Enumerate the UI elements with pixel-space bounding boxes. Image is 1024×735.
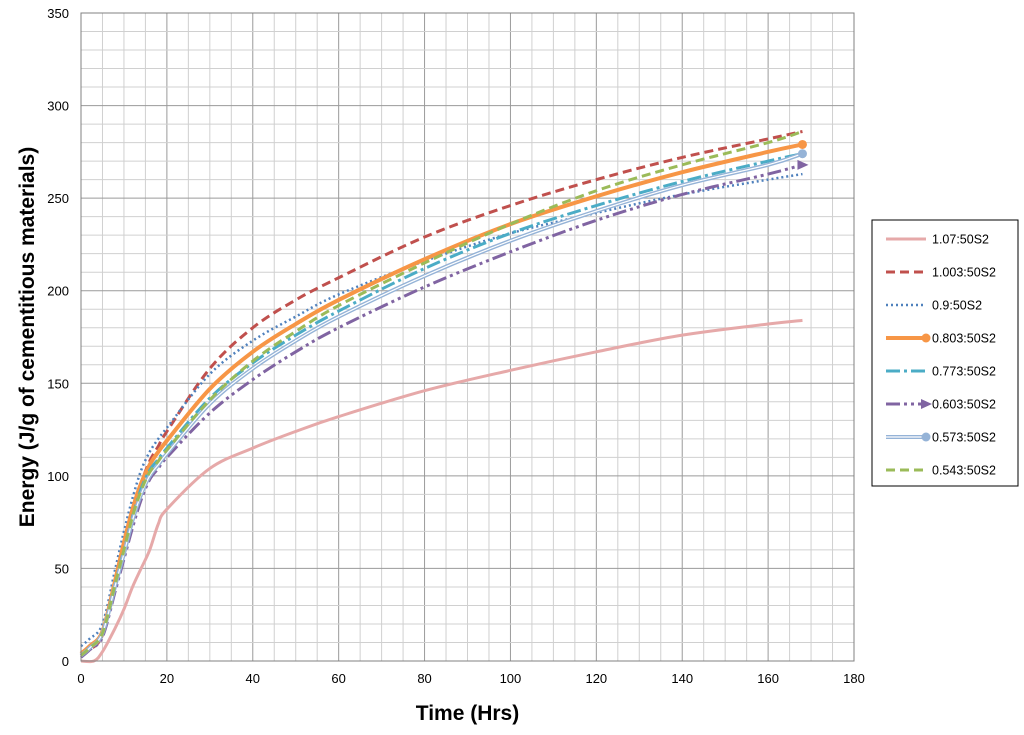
legend-entry: 1.003:50S2 — [886, 266, 996, 280]
series-end-marker — [797, 139, 807, 149]
x-axis-title: Time (Hrs) — [416, 702, 519, 725]
legend-label: 0.803:50S2 — [932, 332, 996, 346]
y-tick-label: 300 — [47, 99, 69, 114]
y-tick-label: 200 — [47, 284, 69, 299]
legend-entry: 0.573:50S2 — [886, 431, 996, 445]
x-tick-label: 140 — [671, 671, 693, 686]
x-tick-label: 100 — [500, 671, 522, 686]
tick-labels: 0 20 40 60 80 100 120 140 160 180 0 50 100 150 200 250 3… — [47, 6, 865, 686]
y-tick-label: 150 — [47, 376, 69, 391]
series-line — [80, 130, 803, 657]
legend-marker — [921, 399, 932, 409]
x-tick-label: 80 — [417, 671, 431, 686]
y-tick-label: 250 — [47, 191, 69, 206]
legend-marker — [921, 333, 931, 343]
y-axis-title: Energy (J/g of cementitious materials) — [16, 147, 39, 527]
series-6 — [80, 159, 809, 659]
y-tick-label: 0 — [62, 654, 69, 669]
x-tick-label: 160 — [757, 671, 779, 686]
series-line — [80, 130, 803, 657]
x-tick-label: 120 — [585, 671, 607, 686]
legend-entry: 0.803:50S2 — [886, 332, 996, 346]
y-tick-label: 350 — [47, 6, 69, 21]
legend-label: 0.603:50S2 — [932, 398, 996, 412]
legend-label: 0.773:50S2 — [932, 365, 996, 379]
series-end-marker — [797, 159, 809, 170]
x-tick-label: 60 — [331, 671, 345, 686]
legend-entry: 0.9:50S2 — [886, 299, 982, 313]
legend-label: 1.003:50S2 — [932, 266, 996, 280]
legend-entry: 0.603:50S2 — [886, 398, 996, 412]
x-tick-label: 40 — [246, 671, 260, 686]
legend: 1.07:50S2 1.003:50S2 0.9:50S2 0.803:50S2 0.7… — [871, 219, 1019, 487]
legend-label: 0.543:50S2 — [932, 464, 996, 478]
series-2 — [80, 130, 803, 657]
legend-entry: 1.07:50S2 — [886, 233, 989, 247]
series-1 — [80, 318, 803, 664]
legend-marker — [921, 432, 931, 442]
x-tick-label: 0 — [77, 671, 84, 686]
y-tick-label: 100 — [47, 469, 69, 484]
legend-label: 1.07:50S2 — [932, 233, 989, 247]
plot-frame — [80, 12, 855, 662]
x-tick-label: 20 — [160, 671, 174, 686]
legend-entry: 0.543:50S2 — [886, 464, 996, 478]
series-line — [80, 318, 803, 664]
series-layer — [79, 130, 809, 664]
series-8 — [80, 130, 803, 657]
legend-box — [871, 219, 1019, 487]
legend-label: 0.9:50S2 — [932, 299, 982, 313]
x-tick-label: 180 — [843, 671, 865, 686]
y-tick-label: 50 — [55, 561, 69, 576]
legend-entry: 0.773:50S2 — [886, 365, 996, 379]
series-end-marker — [797, 149, 807, 159]
legend-label: 0.573:50S2 — [932, 431, 996, 445]
